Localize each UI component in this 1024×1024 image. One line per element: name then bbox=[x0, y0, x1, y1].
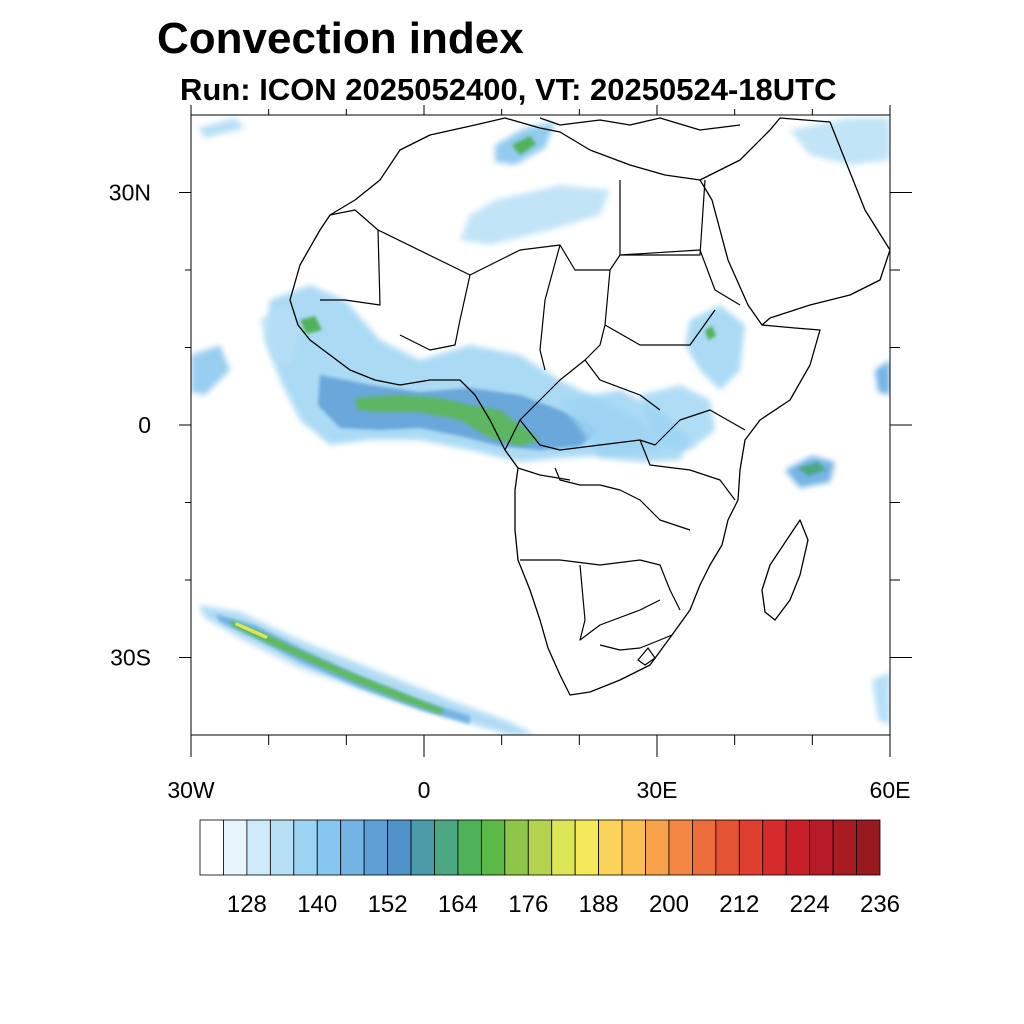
coastlines bbox=[289, 117, 890, 696]
convection-east-africa bbox=[640, 385, 715, 450]
convection-arabia bbox=[790, 118, 890, 165]
x-tick-label: 0 bbox=[418, 777, 431, 803]
madagascar-coastline bbox=[761, 519, 809, 621]
colorbar-swatch bbox=[856, 819, 881, 876]
colorbar-swatch bbox=[715, 819, 740, 876]
colorbar-label: 128 bbox=[227, 891, 267, 918]
country-borders bbox=[320, 179, 746, 666]
colorbar-swatch bbox=[692, 819, 717, 876]
colorbar-swatch bbox=[316, 819, 342, 876]
colorbar-swatch bbox=[832, 819, 857, 876]
convection-sahara bbox=[460, 185, 610, 245]
convection-west-africa-green bbox=[355, 395, 540, 446]
colorbar-swatch bbox=[598, 819, 623, 876]
convection-band-south-atlantic-green bbox=[230, 620, 445, 714]
colorbar-swatch bbox=[410, 819, 435, 876]
y-tick-label: 30N bbox=[109, 180, 151, 206]
arabia-coastline bbox=[699, 117, 890, 326]
colorbar-swatch bbox=[785, 819, 811, 876]
colorbar: 128 140 152 164 176 188 200 212 224 236 bbox=[199, 819, 900, 918]
colorbar-swatch bbox=[269, 819, 295, 876]
y-tick-label: 0 bbox=[138, 412, 151, 438]
y-tick-label: 30S bbox=[110, 645, 151, 671]
colorbar-swatch bbox=[246, 819, 271, 876]
colorbar-label: 164 bbox=[438, 891, 478, 918]
convection-ethiopia bbox=[685, 305, 745, 390]
colorbar-swatch bbox=[340, 819, 365, 876]
convection-mediterranean-core bbox=[512, 136, 536, 155]
x-tick-label: 30E bbox=[637, 777, 678, 803]
africa-coastline bbox=[289, 117, 821, 696]
convection-guinea-spot bbox=[300, 316, 322, 334]
colorbar-swatch bbox=[621, 819, 646, 876]
colorbar-swatch bbox=[199, 819, 224, 876]
colorbar-label: 152 bbox=[368, 891, 408, 918]
colorbar-swatch bbox=[457, 819, 482, 876]
x-tick-label: 60E bbox=[870, 777, 911, 803]
convection-ethiopia-spot bbox=[705, 326, 716, 340]
axis-ticks bbox=[179, 105, 912, 757]
page-subtitle: Run: ICON 2025052400, VT: 20250524-18UTC bbox=[180, 72, 837, 107]
colorbar-swatch bbox=[551, 819, 576, 876]
convection-atlantic-west bbox=[191, 345, 230, 395]
colorbar-swatch bbox=[527, 819, 553, 876]
colorbar-swatch bbox=[434, 819, 459, 876]
colorbar-label: 176 bbox=[508, 891, 548, 918]
colorbar-swatch bbox=[809, 819, 834, 876]
colorbar-swatch bbox=[762, 819, 787, 876]
convection-east-edge bbox=[875, 360, 890, 395]
convection-senegal bbox=[260, 305, 300, 365]
convection-field bbox=[191, 118, 890, 735]
colorbar-swatch bbox=[738, 819, 764, 876]
map-plot-area bbox=[190, 114, 891, 736]
colorbar-swatch bbox=[363, 819, 388, 876]
colorbar-swatch bbox=[574, 819, 600, 876]
colorbar-swatch bbox=[668, 819, 693, 876]
europe-coastline bbox=[539, 117, 741, 131]
convection-indian-ocean-core bbox=[798, 462, 826, 476]
colorbar-label: 212 bbox=[719, 891, 759, 918]
colorbar-swatch bbox=[645, 819, 670, 876]
page-title: Convection index bbox=[157, 14, 524, 63]
convection-band-south-atlantic bbox=[198, 605, 535, 735]
convection-nw-corner bbox=[198, 118, 245, 138]
colorbar-label: 236 bbox=[860, 891, 900, 918]
convection-se-corner bbox=[872, 672, 890, 725]
colorbar-swatch bbox=[480, 819, 506, 876]
colorbar-swatch bbox=[293, 819, 318, 876]
colorbar-label: 140 bbox=[297, 891, 337, 918]
colorbar-swatch bbox=[387, 819, 412, 876]
colorbar-label: 200 bbox=[649, 891, 689, 918]
colorbar-swatch bbox=[223, 819, 248, 876]
colorbar-label: 188 bbox=[579, 891, 619, 918]
colorbar-swatch bbox=[504, 819, 529, 876]
colorbar-label: 224 bbox=[790, 891, 830, 918]
convection-band-south-atlantic-yellow bbox=[235, 622, 268, 639]
x-tick-label: 30W bbox=[167, 777, 215, 803]
axis-labels: 30W 0 30E 60E 30N 0 30S bbox=[109, 180, 911, 804]
